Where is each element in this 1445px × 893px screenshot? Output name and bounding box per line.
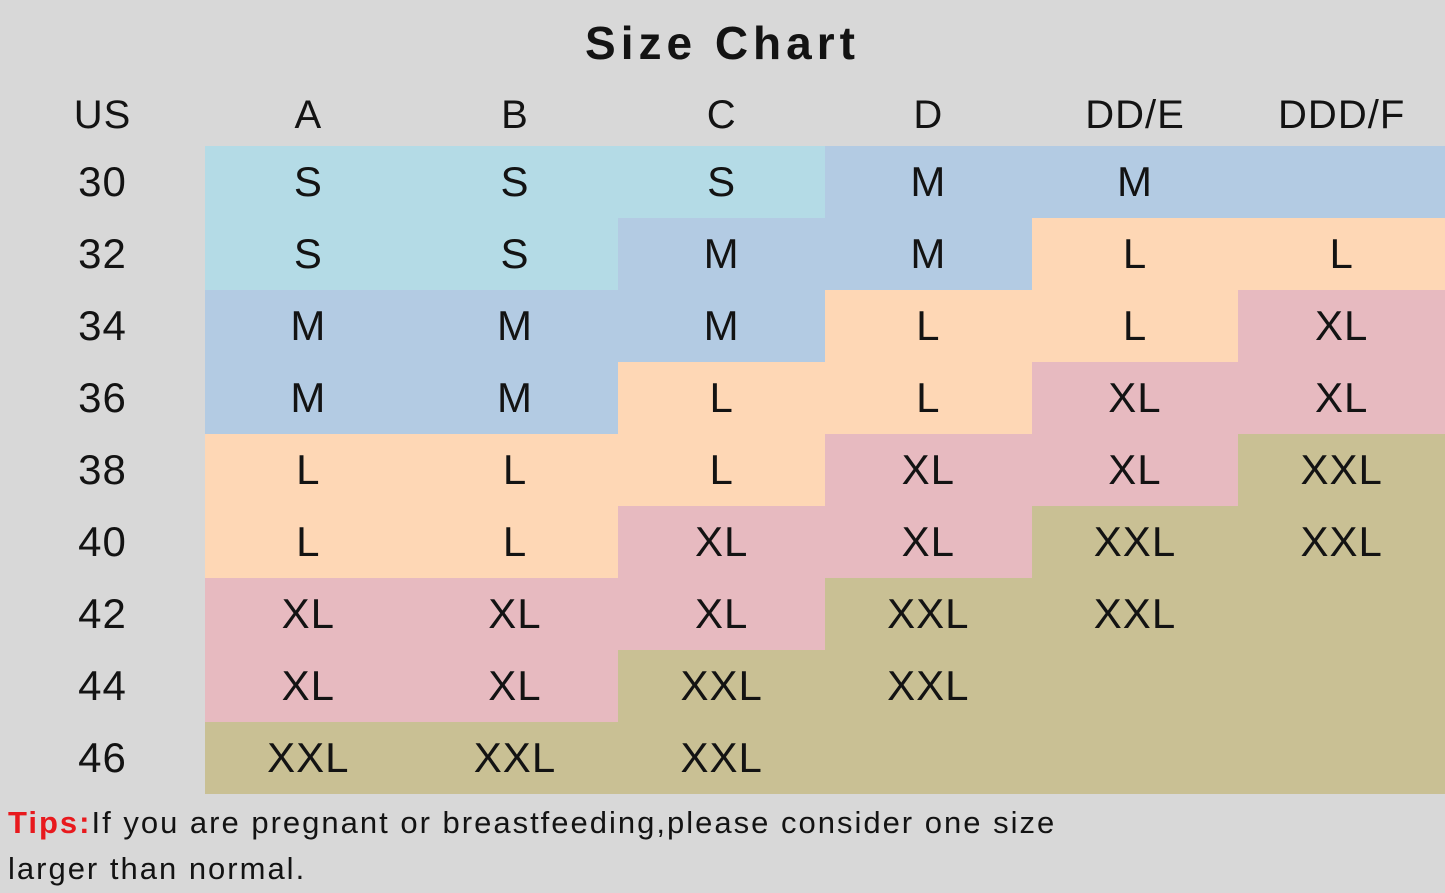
size-cell-30-C: S bbox=[618, 146, 825, 218]
tips-note: Tips:If you are pregnant or breastfeedin… bbox=[0, 794, 1445, 892]
size-cell-46-A: XXL bbox=[205, 722, 412, 794]
size-cell-40-DD-E: XXL bbox=[1031, 506, 1239, 578]
column-header-DDD-F: DDD/F bbox=[1278, 93, 1406, 137]
size-cell-44-DD-E bbox=[1031, 650, 1239, 722]
size-cell-42-B: XL bbox=[411, 578, 619, 650]
size-cell-30-D: M bbox=[825, 146, 1032, 218]
tips-text-line2: larger than normal. bbox=[8, 851, 307, 886]
size-cell-32-DDD-F: L bbox=[1238, 218, 1445, 290]
size-cell-34-C: M bbox=[618, 290, 825, 362]
size-cell-40-C: XL bbox=[618, 506, 825, 578]
size-cell-34-D: L bbox=[825, 290, 1032, 362]
size-cell-32-A: S bbox=[205, 218, 412, 290]
size-cell-36-A: M bbox=[205, 362, 412, 434]
size-cell-40-B: L bbox=[411, 506, 619, 578]
row-label-34: 34 bbox=[78, 302, 127, 349]
size-cell-38-D: XL bbox=[825, 434, 1032, 506]
size-cell-38-A: L bbox=[205, 434, 412, 506]
size-cell-34-B: M bbox=[411, 290, 619, 362]
row-label-42: 42 bbox=[78, 590, 127, 637]
column-header-US: US bbox=[73, 93, 132, 137]
size-cell-32-DD-E: L bbox=[1031, 218, 1239, 290]
size-cell-44-D: XXL bbox=[825, 650, 1032, 722]
size-cell-46-DDD-F bbox=[1238, 722, 1445, 794]
tips-text-line1: If you are pregnant or breastfeeding,ple… bbox=[91, 805, 1057, 840]
size-cell-40-D: XL bbox=[825, 506, 1032, 578]
size-cell-46-D bbox=[825, 722, 1032, 794]
row-label-38: 38 bbox=[78, 446, 127, 493]
size-cell-36-DDD-F: XL bbox=[1238, 362, 1445, 434]
row-label-46: 46 bbox=[78, 734, 127, 781]
size-cell-38-B: L bbox=[411, 434, 619, 506]
column-header-DD-E: DD/E bbox=[1085, 93, 1185, 137]
column-header-B: B bbox=[501, 93, 529, 137]
size-cell-42-A: XL bbox=[205, 578, 412, 650]
size-cell-46-C: XXL bbox=[618, 722, 825, 794]
column-header-A: A bbox=[294, 93, 323, 137]
size-cell-44-C: XXL bbox=[618, 650, 825, 722]
size-cell-46-DD-E bbox=[1031, 722, 1239, 794]
column-header-C: C bbox=[706, 93, 737, 137]
size-grid: US A B C D DD/E DDD/F 30 S S S M M 32 S S M M L L 34 M M M L L XL 3… bbox=[0, 85, 1445, 794]
row-label-44: 44 bbox=[78, 662, 127, 709]
size-cell-44-DDD-F bbox=[1238, 650, 1445, 722]
size-cell-38-DDD-F: XXL bbox=[1238, 434, 1445, 506]
column-header-D: D bbox=[913, 93, 944, 137]
size-cell-40-DDD-F: XXL bbox=[1238, 506, 1445, 578]
size-cell-36-C: L bbox=[618, 362, 825, 434]
size-cell-42-D: XXL bbox=[825, 578, 1032, 650]
size-cell-34-DDD-F: XL bbox=[1238, 290, 1445, 362]
size-cell-38-DD-E: XL bbox=[1031, 434, 1239, 506]
size-cell-42-DD-E: XXL bbox=[1031, 578, 1239, 650]
size-cell-38-C: L bbox=[618, 434, 825, 506]
size-cell-30-A: S bbox=[205, 146, 412, 218]
size-cell-34-A: M bbox=[205, 290, 412, 362]
title-bar: Size Chart bbox=[0, 0, 1445, 85]
size-cell-36-B: M bbox=[411, 362, 619, 434]
size-cell-40-A: L bbox=[205, 506, 412, 578]
size-cell-30-DDD-F bbox=[1238, 146, 1445, 218]
size-cell-46-B: XXL bbox=[411, 722, 619, 794]
size-chart-title: Size Chart bbox=[585, 16, 860, 69]
size-cell-34-DD-E: L bbox=[1031, 290, 1239, 362]
row-label-30: 30 bbox=[78, 158, 127, 205]
size-cell-42-DDD-F bbox=[1238, 578, 1445, 650]
row-label-40: 40 bbox=[78, 518, 127, 565]
size-cell-36-DD-E: XL bbox=[1031, 362, 1239, 434]
size-cell-32-D: M bbox=[825, 218, 1032, 290]
tips-label: Tips: bbox=[8, 805, 92, 840]
size-cell-44-A: XL bbox=[205, 650, 412, 722]
size-cell-44-B: XL bbox=[411, 650, 619, 722]
size-cell-30-DD-E: M bbox=[1031, 146, 1239, 218]
row-label-32: 32 bbox=[78, 230, 127, 277]
size-cell-36-D: L bbox=[825, 362, 1032, 434]
size-cell-32-C: M bbox=[618, 218, 825, 290]
size-cell-30-B: S bbox=[411, 146, 619, 218]
size-cell-32-B: S bbox=[411, 218, 619, 290]
row-label-36: 36 bbox=[78, 374, 127, 421]
size-cell-42-C: XL bbox=[618, 578, 825, 650]
